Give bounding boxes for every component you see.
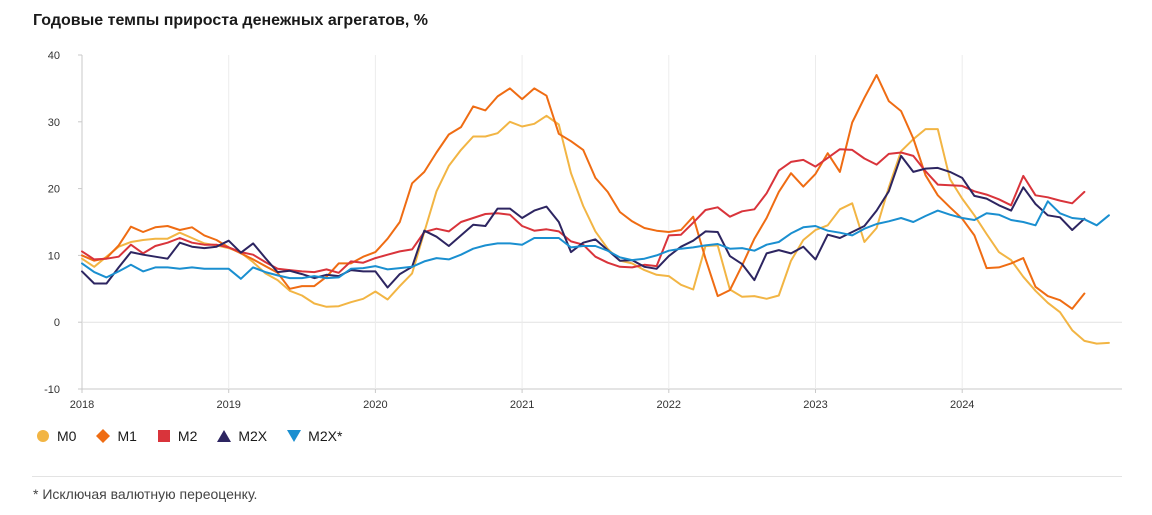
legend-item-m2x-star: M2X* bbox=[287, 428, 342, 444]
chart-grid bbox=[81, 55, 1122, 390]
legend-item-m1: M1 bbox=[96, 428, 137, 444]
x-tick-label: 2019 bbox=[216, 399, 240, 411]
footnote: * Исключая валютную переоценку. bbox=[33, 486, 258, 502]
legend-item-m2x: M2X bbox=[217, 428, 267, 444]
footnote-divider bbox=[32, 476, 1122, 477]
series-line-m2x bbox=[81, 154, 1086, 289]
x-tick-label: 2021 bbox=[510, 399, 534, 411]
y-tick-label: 10 bbox=[48, 250, 60, 262]
x-axis-ticks: 2018 2019 2020 2021 2022 2023 2024 bbox=[70, 389, 974, 411]
square-marker-icon bbox=[157, 430, 170, 442]
legend-item-m0: M0 bbox=[36, 428, 76, 444]
triangle-down-marker-icon bbox=[287, 430, 302, 442]
series-line-m2 bbox=[81, 148, 1086, 274]
y-axis-ticks: -10 0 10 20 30 40 bbox=[44, 50, 82, 396]
chart-legend: M0 M1 M2 M2X M2X* bbox=[36, 428, 362, 444]
y-tick-label: 30 bbox=[48, 117, 60, 129]
legend-label: M0 bbox=[57, 428, 77, 444]
triangle-up-marker-icon bbox=[217, 430, 232, 442]
x-tick-label: 2020 bbox=[363, 399, 387, 411]
legend-label: M2 bbox=[177, 428, 198, 444]
y-tick-label: -10 bbox=[44, 384, 60, 396]
legend-label: M2X* bbox=[308, 428, 343, 444]
x-tick-label: 2023 bbox=[803, 399, 827, 411]
chart-title: Годовые темпы прироста денежных агрегато… bbox=[33, 12, 428, 29]
x-tick-label: 2018 bbox=[70, 399, 94, 411]
x-tick-label: 2022 bbox=[657, 399, 681, 411]
chart-series bbox=[81, 74, 1110, 345]
series-line-m1 bbox=[81, 74, 1086, 310]
x-tick-label: 2024 bbox=[950, 399, 974, 411]
legend-label: M2X bbox=[238, 428, 268, 444]
diamond-marker-icon bbox=[96, 429, 111, 443]
legend-label: M1 bbox=[117, 428, 137, 444]
series-line-m2x-star bbox=[81, 200, 1110, 280]
y-tick-label: 40 bbox=[48, 50, 60, 62]
y-tick-label: 20 bbox=[48, 184, 60, 196]
circle-marker-icon bbox=[37, 430, 49, 442]
series-line-m0 bbox=[81, 114, 1110, 345]
y-tick-label: 0 bbox=[54, 317, 60, 329]
legend-item-m2: M2 bbox=[157, 428, 197, 444]
line-chart: -10 0 10 20 30 40 2018 2019 2020 2021 2022 2023 202… bbox=[44, 50, 1122, 411]
